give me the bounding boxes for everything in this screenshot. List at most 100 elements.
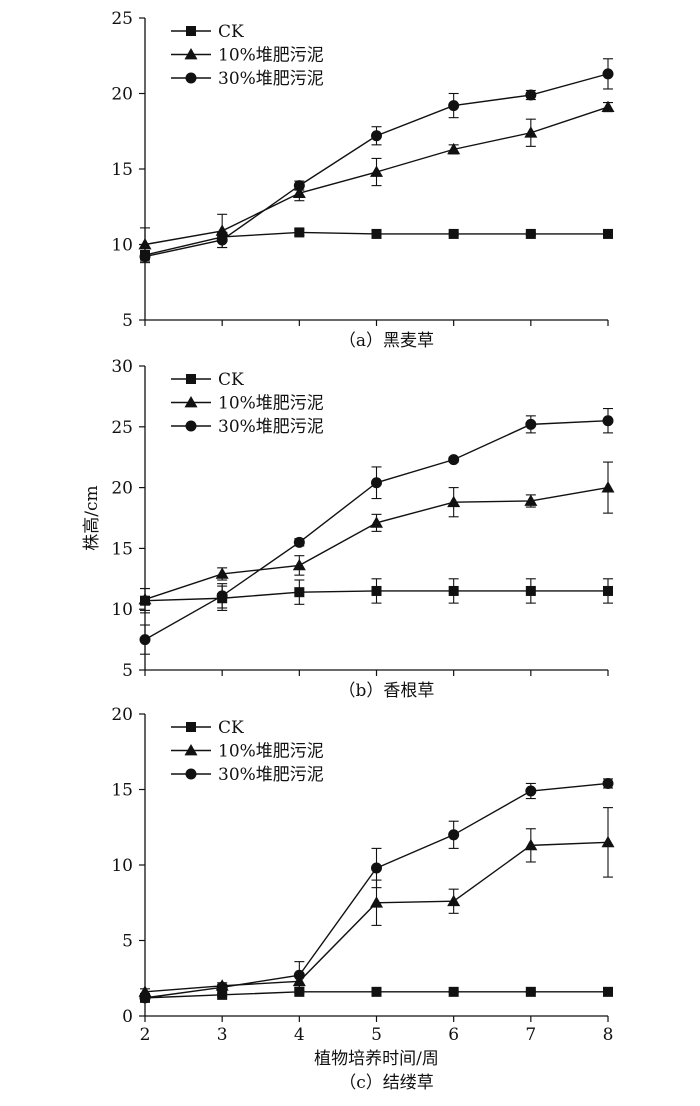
data-point bbox=[294, 587, 305, 598]
data-point bbox=[138, 592, 152, 605]
y-tick-label: 15 bbox=[111, 539, 133, 559]
data-point bbox=[371, 862, 382, 874]
data-point bbox=[371, 986, 382, 997]
data-point bbox=[216, 234, 228, 246]
data-point bbox=[448, 228, 459, 239]
legend-entry: 30%堆肥污泥 bbox=[218, 765, 324, 785]
series-2 bbox=[139, 58, 614, 264]
data-point bbox=[601, 481, 615, 493]
legend-marker bbox=[186, 722, 196, 732]
data-point bbox=[370, 896, 383, 908]
data-point bbox=[447, 142, 461, 155]
x-tick-label: 3 bbox=[217, 1025, 228, 1045]
data-point bbox=[292, 186, 306, 199]
x-axis-title: 植物培养时间/周 bbox=[314, 1049, 439, 1069]
legend-entry: 30%堆肥污泥 bbox=[218, 417, 324, 437]
data-point bbox=[293, 536, 305, 548]
legend-entry: 10%堆肥污泥 bbox=[218, 742, 324, 762]
data-point bbox=[603, 228, 613, 239]
data-point bbox=[525, 89, 537, 101]
data-point bbox=[371, 130, 382, 142]
data-point bbox=[216, 590, 228, 602]
data-point bbox=[292, 558, 306, 571]
legend: CK 10%堆肥污泥 30%堆肥污泥 bbox=[171, 22, 324, 89]
data-point bbox=[448, 100, 460, 112]
data-point bbox=[448, 585, 459, 596]
x-tick-label: 7 bbox=[525, 1025, 536, 1045]
chart-panel-1: 5 10 15 20 25 30 CK 10%堆肥污泥 30%堆肥污泥 （b）香根草 株高/cm bbox=[82, 357, 615, 701]
data-point bbox=[215, 567, 229, 579]
data-point bbox=[138, 238, 152, 250]
series-2 bbox=[139, 777, 614, 1004]
panel-caption: （c）结缕草 bbox=[339, 1073, 434, 1093]
data-point bbox=[448, 454, 460, 466]
data-point bbox=[603, 585, 613, 596]
data-point bbox=[525, 228, 536, 239]
data-point bbox=[602, 777, 614, 789]
data-point bbox=[525, 986, 536, 997]
legend: CK 10%堆肥污泥 30%堆肥污泥 bbox=[171, 718, 324, 785]
data-point bbox=[525, 418, 537, 430]
data-point bbox=[371, 477, 382, 489]
y-tick-label: 10 bbox=[111, 236, 133, 256]
data-point bbox=[525, 785, 537, 797]
y-tick-label: 15 bbox=[111, 160, 133, 180]
legend-entry: CK bbox=[218, 718, 244, 738]
data-point bbox=[370, 165, 383, 177]
legend: CK 10%堆肥污泥 30%堆肥污泥 bbox=[171, 370, 324, 437]
y-tick-label: 10 bbox=[111, 600, 133, 620]
x-tick-label: 2 bbox=[140, 1025, 151, 1045]
y-tick-label: 15 bbox=[111, 781, 133, 801]
series-1 bbox=[138, 461, 615, 611]
data-point bbox=[293, 969, 305, 981]
data-point bbox=[294, 227, 305, 238]
data-point bbox=[524, 838, 538, 851]
y-axis-title: 株高/cm bbox=[82, 485, 102, 550]
data-point bbox=[448, 986, 459, 997]
data-point bbox=[524, 126, 538, 138]
data-point bbox=[603, 986, 613, 997]
data-point bbox=[217, 989, 228, 1000]
data-point bbox=[139, 251, 151, 263]
x-tick-label: 5 bbox=[371, 1025, 382, 1045]
data-point bbox=[601, 835, 615, 848]
panel-caption: （b）香根草 bbox=[339, 681, 435, 701]
y-tick-label: 0 bbox=[122, 1007, 133, 1027]
data-point bbox=[447, 894, 461, 907]
data-point bbox=[370, 516, 383, 528]
data-point bbox=[139, 992, 151, 1004]
data-point bbox=[447, 495, 461, 508]
panel-caption: （a）黑麦草 bbox=[339, 331, 434, 351]
legend-marker bbox=[186, 374, 196, 384]
legend-marker bbox=[185, 768, 197, 780]
series-1 bbox=[138, 807, 615, 997]
legend-marker bbox=[185, 72, 197, 84]
legend-marker bbox=[184, 744, 198, 756]
legend-entry: CK bbox=[218, 22, 244, 42]
legend-marker bbox=[184, 48, 198, 60]
y-tick-label: 10 bbox=[111, 856, 133, 876]
y-tick-label: 5 bbox=[122, 932, 133, 952]
y-tick-label: 25 bbox=[111, 418, 133, 438]
chart-panel-2: 0 5 10 15 20 2 3 4 5 6 7 8 CK 10%堆肥污泥 30%堆肥污泥 （c）结缕草 植物培… bbox=[111, 705, 615, 1093]
y-tick-label: 5 bbox=[122, 661, 133, 681]
y-tick-label: 20 bbox=[111, 479, 133, 499]
y-tick-label: 5 bbox=[122, 311, 133, 331]
data-point bbox=[524, 494, 538, 506]
data-point bbox=[602, 415, 614, 427]
x-tick-label: 8 bbox=[603, 1025, 614, 1045]
series-2 bbox=[139, 408, 614, 655]
data-point bbox=[371, 585, 382, 596]
legend-entry: CK bbox=[218, 370, 244, 390]
data-point bbox=[216, 981, 228, 993]
legend-marker bbox=[185, 420, 197, 432]
data-point bbox=[139, 634, 151, 646]
y-tick-label: 20 bbox=[111, 705, 133, 725]
data-point bbox=[294, 986, 305, 997]
legend-entry: 10%堆肥污泥 bbox=[218, 394, 324, 414]
data-point bbox=[601, 100, 615, 112]
data-point bbox=[371, 228, 382, 239]
data-point bbox=[293, 180, 305, 192]
x-tick-label: 6 bbox=[448, 1025, 459, 1045]
